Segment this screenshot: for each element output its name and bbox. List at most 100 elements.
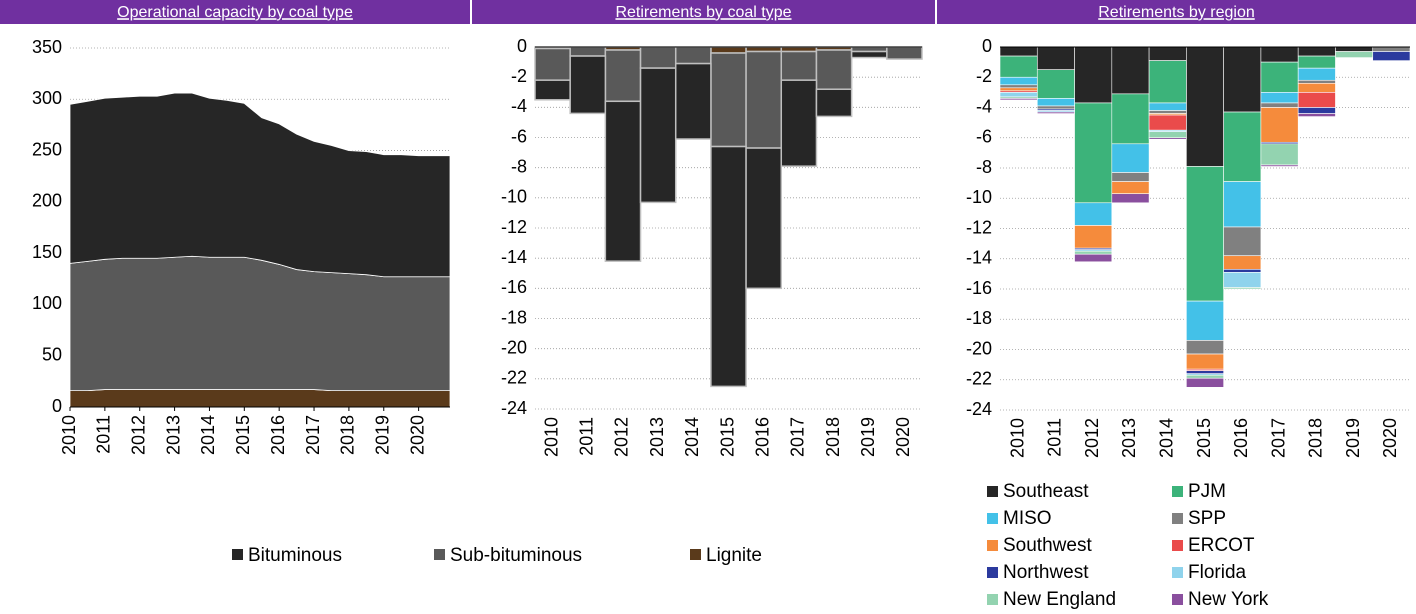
- legend-label: SPP: [1188, 508, 1226, 529]
- bar-segment: [1186, 46, 1224, 167]
- legend-swatch: [690, 549, 701, 560]
- y-tick-label: -20: [501, 337, 527, 357]
- y-tick-label: 200: [32, 191, 62, 211]
- y-tick-label: -16: [501, 277, 527, 297]
- bar-segment: [1074, 250, 1113, 255]
- legend-swatch: [434, 549, 445, 560]
- bar-segment: [1036, 105, 1075, 110]
- bar-segment: [1036, 46, 1075, 70]
- y-tick-label: -4: [511, 96, 527, 116]
- y-tick-label: 350: [32, 37, 62, 57]
- x-tick-label: 2011: [1045, 418, 1065, 457]
- bar-segment: [1223, 255, 1262, 270]
- legend-label: MISO: [1003, 508, 1052, 529]
- legend-label: Southwest: [1003, 535, 1092, 556]
- bar-segment: [1223, 287, 1262, 290]
- bar-segment: [1111, 93, 1150, 145]
- area: [69, 389, 451, 408]
- x-tick-label: 2013: [647, 417, 667, 457]
- bar-segment: [1186, 300, 1224, 341]
- legend-label: Southeast: [1003, 481, 1089, 502]
- x-tick-label: 2019: [1343, 418, 1363, 458]
- bar-segment: [1260, 164, 1299, 167]
- bar-segment: [1186, 353, 1224, 370]
- bar-segment: [1297, 83, 1336, 93]
- bar-segment: [1297, 67, 1336, 81]
- x-tick-label: 2012: [128, 415, 148, 455]
- bar-segment: [1297, 107, 1336, 114]
- y-tick-label: 50: [42, 344, 62, 364]
- y-tick-label: -2: [511, 66, 527, 86]
- y-tick-label: -24: [501, 398, 527, 418]
- legend-label: New England: [1003, 589, 1116, 610]
- x-tick-label: 2016: [752, 417, 772, 457]
- legend-label: New York: [1188, 589, 1269, 610]
- y-tick-label: -4: [976, 96, 992, 116]
- header-bar: [0, 0, 470, 24]
- x-tick-label: 2018: [823, 417, 843, 457]
- header-bar: [472, 0, 935, 24]
- bar-segment: [999, 46, 1038, 57]
- bar-segment: [710, 46, 747, 54]
- bar-segment: [1074, 253, 1113, 263]
- legend-label: Northwest: [1003, 562, 1089, 583]
- bar-segment: [1036, 69, 1075, 99]
- bar-segment: [1223, 226, 1262, 257]
- legend-swatch: [1172, 513, 1183, 524]
- y-tick-label: 0: [52, 396, 62, 416]
- bar-segment: [780, 79, 818, 167]
- bar-segment: [710, 145, 747, 388]
- x-tick-label: 2014: [1156, 418, 1176, 458]
- y-tick-label: 100: [32, 293, 62, 313]
- bar-segment: [639, 46, 677, 69]
- bar-segment: [1260, 107, 1299, 143]
- bar-segment: [1297, 113, 1336, 117]
- legend-label: ERCOT: [1188, 535, 1255, 556]
- x-tick-label: 2016: [1231, 418, 1251, 458]
- legend-swatch: [987, 486, 998, 497]
- y-tick-label: -18: [966, 308, 992, 328]
- x-tick-label: 2011: [577, 417, 597, 456]
- bar-segment: [999, 87, 1038, 92]
- x-tick-label: 2018: [1306, 418, 1326, 458]
- bar-segment: [569, 55, 607, 115]
- y-tick-label: -12: [966, 217, 992, 237]
- x-tick-label: 2012: [1082, 418, 1102, 458]
- bar-segment: [745, 50, 783, 149]
- bar-segment: [780, 50, 818, 81]
- legend-swatch: [987, 594, 998, 605]
- bar-segment: [1260, 61, 1299, 93]
- x-tick-label: 2018: [338, 415, 358, 455]
- legend-swatch: [232, 549, 243, 560]
- x-tick-label: 2013: [1119, 418, 1139, 458]
- bar-segment: [1335, 51, 1374, 58]
- chart-title: Retirements by coal type: [615, 4, 791, 21]
- x-tick-label: 2020: [407, 415, 427, 455]
- bar-segment: [1148, 131, 1187, 139]
- bar-segment: [639, 67, 677, 204]
- bar-segment: [1372, 46, 1411, 52]
- y-tick-label: 150: [32, 242, 62, 262]
- legend-label: PJM: [1188, 481, 1226, 502]
- bar-segment: [1223, 46, 1262, 113]
- x-tick-label: 2015: [233, 415, 253, 455]
- y-tick-label: -14: [501, 247, 527, 267]
- x-tick-label: 2011: [94, 415, 114, 454]
- legend-swatch: [1172, 540, 1183, 551]
- bar-segment: [999, 84, 1038, 89]
- bar-segment: [1223, 272, 1262, 288]
- bar-segment: [1111, 181, 1150, 195]
- bar-segment: [1074, 46, 1113, 104]
- legend-label: Florida: [1188, 562, 1247, 583]
- x-tick-label: 2010: [1007, 418, 1027, 458]
- bar-segment: [1223, 181, 1262, 228]
- bar-segment: [1260, 143, 1299, 166]
- bar-segment: [886, 46, 923, 60]
- bar-segment: [1186, 370, 1224, 374]
- bar-segment: [1335, 46, 1374, 52]
- chart-title: Operational capacity by coal type: [117, 4, 353, 21]
- bar-segment: [1297, 55, 1336, 69]
- bar-segment: [1074, 225, 1113, 249]
- x-tick-label: 2012: [612, 417, 632, 457]
- bar-segment: [674, 62, 712, 140]
